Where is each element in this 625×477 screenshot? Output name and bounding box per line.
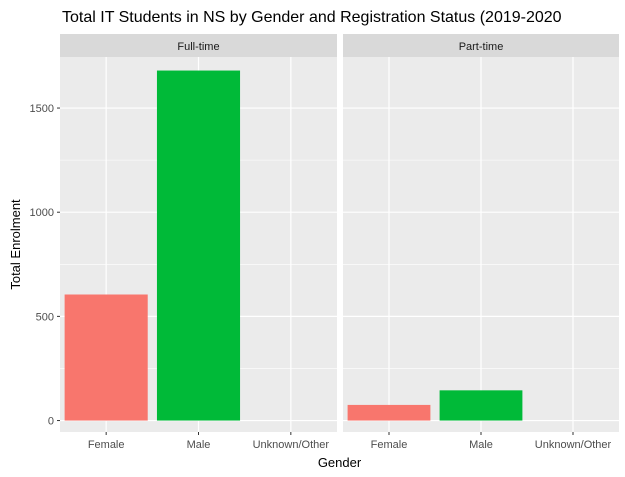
- x-tick-label: Unknown/Other: [535, 439, 612, 451]
- y-axis-label: Total Enrolment: [8, 199, 23, 290]
- x-tick-label: Female: [88, 439, 125, 451]
- y-tick-label: 1000: [30, 207, 54, 219]
- y-axis: 0 500 1000 1500: [30, 103, 60, 428]
- facet-panel: Full-time Female Male Unknown/Other: [60, 34, 337, 451]
- facet-strip-label: Full-time: [177, 41, 219, 53]
- facet-strip: [343, 34, 619, 57]
- y-tick-label: 500: [36, 311, 54, 323]
- x-tick-label: Male: [187, 439, 211, 451]
- bar-male: [156, 70, 241, 421]
- bar-female: [347, 404, 431, 421]
- y-tick-label: 0: [48, 416, 54, 428]
- x-tick-label: Male: [469, 439, 493, 451]
- bar-male: [439, 390, 523, 421]
- chart-title: Total IT Students in NS by Gender and Re…: [62, 9, 562, 26]
- x-tick-label: Female: [371, 439, 408, 451]
- bar-female: [64, 294, 148, 421]
- facet-strip: [60, 34, 337, 57]
- y-tick-label: 1500: [30, 103, 54, 115]
- facet-panel: Part-time Female Male Unknown/Other: [343, 34, 619, 451]
- facet-strip-label: Part-time: [459, 41, 504, 53]
- x-axis-label: Gender: [318, 455, 362, 470]
- x-tick-label: Unknown/Other: [253, 439, 330, 451]
